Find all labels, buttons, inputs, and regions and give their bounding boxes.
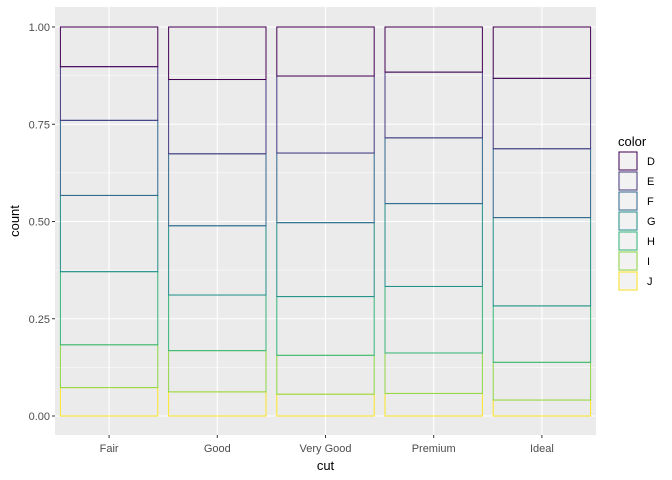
y-tick-label: 0.50: [29, 217, 50, 229]
y-tick-label: 0.25: [29, 314, 50, 326]
legend-label-F: F: [647, 196, 654, 208]
legend-key-D: [618, 151, 638, 171]
bar-segment-D: [492, 26, 592, 79]
bar-group-very-good: [276, 26, 375, 417]
bar-segment-D: [59, 26, 159, 68]
y-axis-title: count: [7, 205, 22, 237]
x-tick-label: Ideal: [530, 443, 554, 455]
legend-key-I: [618, 251, 638, 271]
legend-key-background: [618, 271, 638, 291]
x-tick-label: Very Good: [300, 443, 352, 455]
legend-key-H: [618, 231, 638, 251]
bar-group-good: [168, 26, 267, 417]
x-tick-label: Good: [204, 443, 231, 455]
legend-label-I: I: [647, 256, 650, 268]
bar-group-ideal: [492, 26, 592, 417]
legend-key-background: [618, 211, 638, 231]
bar-segment-D: [168, 26, 267, 81]
legend-key-J: [618, 271, 638, 291]
legend-label-J: J: [647, 276, 653, 288]
bar-group-fair: [59, 26, 159, 417]
legend-key-background: [618, 251, 638, 271]
legend-key-background: [618, 151, 638, 171]
y-tick-label: 0.75: [29, 119, 50, 131]
legend-key-E: [618, 171, 638, 191]
legend-key-background: [618, 171, 638, 191]
x-axis-title: cut: [317, 458, 335, 473]
x-tick-label: Premium: [412, 443, 456, 455]
legend-key-F: [618, 191, 638, 211]
legend-label-E: E: [647, 176, 654, 188]
legend-key-G: [618, 211, 638, 231]
x-tick-label: Fair: [100, 443, 119, 455]
y-axis: 0.00 0.25 0.50 0.75 1.00: [29, 22, 55, 423]
legend-label-H: H: [647, 236, 655, 248]
y-tick-label: 1.00: [29, 22, 50, 34]
bar-segment-D: [276, 26, 375, 77]
legend-key-background: [618, 191, 638, 211]
y-tick-label: 0.00: [29, 411, 50, 423]
legend-key-background: [618, 231, 638, 251]
x-axis: Fair Good Very Good Premium Ideal: [100, 435, 554, 455]
bar-segment-D: [384, 26, 483, 73]
bars: [59, 26, 592, 417]
legend-title: color: [618, 134, 647, 149]
legend-label-D: D: [647, 156, 655, 168]
legend-label-G: G: [647, 216, 656, 228]
bar-group-premium: [384, 26, 483, 417]
